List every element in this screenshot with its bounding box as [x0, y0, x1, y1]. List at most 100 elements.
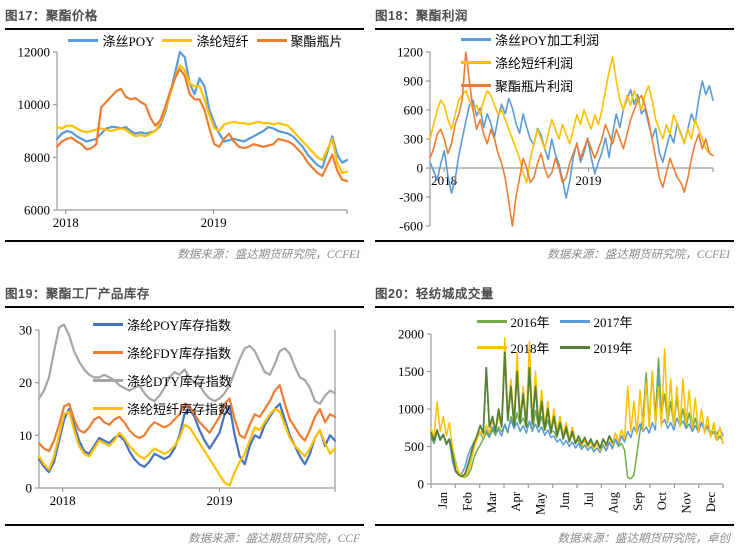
polyester-profit-chart: -600 -300 0 300 600 900 1200 2018 2019 涤丝POY加工利润… [375, 30, 734, 240]
source-caption: 数据来源：盛达期货研究院，CCFEI [547, 249, 730, 261]
legend-label: 涤纶短纤库存指数 [127, 402, 232, 417]
divider-bottom [5, 524, 364, 526]
divider-top [5, 28, 364, 30]
y-tick-label: 10 [19, 428, 32, 443]
y-tick-label: 900 [404, 74, 424, 89]
x-tick-label: 2019 [201, 215, 227, 230]
figure-title: 图18：聚酯利润 [375, 9, 468, 23]
panel-inventory-index: 图19：聚酯工厂产品库存 0 10 20 30 2018 2019 涤纶POY库存指数 涤纶… [0, 278, 370, 556]
legend-swatch [68, 39, 99, 42]
legend-swatch [93, 379, 123, 382]
legend-item: 2019年 [559, 338, 633, 357]
y-tick-label: 1000 [398, 402, 424, 417]
chart-canvas: 6000 8000 10000 12000 2018 2019 [18, 45, 349, 230]
x-tick-label: Mar [485, 491, 499, 513]
figure-title: 图20：轻纺城成交量 [375, 287, 494, 301]
panel-polyester-price: 图17：聚酯价格 6000 8000 10000 12000 2018 2019 涤丝PO… [0, 0, 370, 278]
series-line [37, 407, 337, 487]
y-tick-label: 600 [404, 103, 424, 118]
series-line [37, 384, 337, 453]
divider-top [5, 306, 364, 308]
legend-item: 2017年 [559, 312, 633, 331]
legend-swatch [256, 39, 287, 42]
legend: 2016年 2017年 2018年 2019年 [476, 312, 633, 357]
legend-swatch [559, 346, 590, 349]
y-tick-label: 6000 [24, 203, 50, 218]
source-caption: 数据来源：盛达期货研究院，CCFEI [177, 249, 360, 261]
chart-canvas: 0 500 1000 1500 2000 Jan Feb Mar Apr May Jun Jul Aug… [398, 327, 724, 515]
source-caption: 数据来源：盛达期货研究院，CCF [188, 533, 360, 545]
divider-top [375, 28, 734, 30]
divider-top [375, 306, 734, 308]
legend-label: 涤丝POY [102, 34, 155, 49]
legend-label: 2016年 [510, 315, 550, 330]
y-tick-label: -600 [399, 219, 423, 234]
x-tick-label: Jul [582, 491, 596, 506]
divider-bottom [5, 240, 364, 242]
legend-item: 涤丝POY加工利润 [461, 30, 599, 49]
y-tick-label: 1500 [398, 364, 424, 379]
legend-label: 2017年 [593, 315, 633, 330]
legend-item: 2018年 [476, 338, 550, 357]
legend: 涤丝POY 涤纶短纤 聚酯瓶片 [49, 31, 362, 50]
legend-item: 涤丝POY [68, 31, 154, 50]
legend-label: 涤纶DTY库存指数 [127, 374, 232, 389]
legend-label: 涤丝POY加工利润 [495, 33, 600, 48]
legend: 涤丝POY加工利润 涤纶短纤利润 聚酯瓶片利润 [461, 30, 599, 95]
legend-swatch [93, 323, 123, 326]
y-tick-label: 30 [19, 323, 32, 338]
textile-volume-chart: 0 500 1000 1500 2000 Jan Feb Mar Apr May Jun Jul Aug… [375, 308, 734, 524]
legend-swatch [461, 61, 491, 64]
legend-label: 2018年 [510, 341, 550, 356]
x-tick-label: Apr [509, 491, 523, 511]
x-tick-label: May [534, 491, 548, 515]
y-tick-label: 1200 [397, 45, 423, 60]
legend-label: 聚酯瓶片利润 [495, 79, 574, 94]
legend-swatch [476, 346, 507, 349]
y-tick-label: 20 [19, 375, 32, 390]
legend-item: 涤纶短纤库存指数 [93, 399, 231, 418]
legend-item: 聚酯瓶片利润 [461, 76, 573, 95]
legend-label: 涤纶短纤利润 [495, 56, 574, 71]
x-tick-label: Jan [436, 491, 450, 508]
x-tick-label: 2019 [207, 493, 233, 508]
legend-swatch [461, 38, 491, 41]
legend-swatch [93, 351, 123, 354]
x-tick-label: 2019 [575, 173, 601, 188]
panel-textile-volume: 图20：轻纺城成交量 0 500 1000 1500 2000 Jan Feb Mar Apr M… [370, 278, 740, 556]
legend-label: 涤纶FDY库存指数 [127, 346, 232, 361]
legend-swatch [559, 320, 590, 323]
legend-item: 涤纶短纤利润 [461, 53, 573, 72]
divider-bottom [375, 240, 734, 242]
y-tick-label: 8000 [24, 150, 50, 165]
series-line [429, 55, 714, 184]
series-line [429, 51, 714, 227]
figure-title: 图17：聚酯价格 [5, 9, 98, 23]
legend-item: 涤纶DTY库存指数 [93, 371, 232, 390]
x-tick-label: 2018 [50, 493, 76, 508]
legend-item: 涤纶短纤 [162, 31, 249, 50]
legend-swatch [162, 39, 193, 42]
y-tick-label: 2000 [398, 327, 424, 342]
series-line [55, 64, 349, 175]
legend-swatch [461, 84, 491, 87]
legend-label: 聚酯瓶片 [290, 34, 343, 49]
y-tick-label: 0 [417, 161, 424, 176]
legend-label: 2019年 [593, 341, 633, 356]
x-tick-label: Dec [704, 492, 718, 513]
y-tick-label: 500 [405, 439, 425, 454]
x-tick-label: 2018 [53, 215, 79, 230]
x-tick-label: Oct [655, 491, 669, 510]
divider-bottom [375, 524, 734, 526]
inventory-index-chart: 0 10 20 30 2018 2019 涤纶POY库存指数 涤纶FDY库存指数 涤纶DTY库… [5, 308, 364, 524]
legend-item: 聚酯瓶片 [256, 31, 343, 50]
y-tick-label: -300 [399, 190, 423, 205]
source-caption: 数据来源：盛达期货研究院，卓创 [557, 533, 731, 545]
legend-label: 涤纶短纤 [196, 34, 249, 49]
legend-label: 涤纶POY库存指数 [127, 318, 232, 333]
x-tick-label: Nov [680, 491, 694, 513]
figure-title: 图19：聚酯工厂产品库存 [5, 287, 150, 301]
series-line [430, 351, 614, 478]
series-line [55, 67, 349, 183]
